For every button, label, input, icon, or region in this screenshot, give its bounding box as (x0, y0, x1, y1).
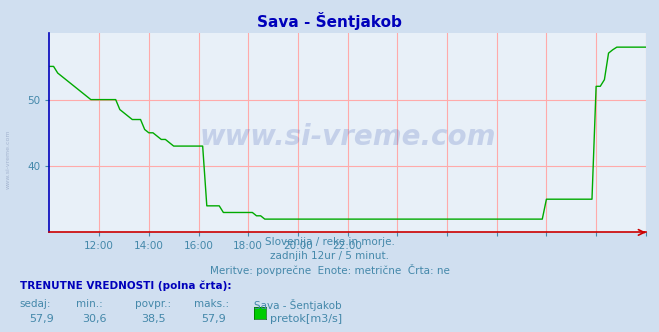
Text: sedaj:: sedaj: (20, 299, 51, 309)
Text: pretok[m3/s]: pretok[m3/s] (270, 314, 342, 324)
Text: min.:: min.: (76, 299, 103, 309)
Text: maks.:: maks.: (194, 299, 229, 309)
Text: Meritve: povprečne  Enote: metrične  Črta: ne: Meritve: povprečne Enote: metrične Črta:… (210, 264, 449, 276)
Text: 38,5: 38,5 (142, 314, 166, 324)
Text: 30,6: 30,6 (82, 314, 107, 324)
Text: 57,9: 57,9 (30, 314, 55, 324)
Text: povpr.:: povpr.: (135, 299, 171, 309)
Text: 57,9: 57,9 (201, 314, 226, 324)
Text: Slovenija / reke in morje.: Slovenija / reke in morje. (264, 237, 395, 247)
Text: www.si-vreme.com: www.si-vreme.com (6, 129, 11, 189)
Text: zadnjih 12ur / 5 minut.: zadnjih 12ur / 5 minut. (270, 251, 389, 261)
Text: TRENUTNE VREDNOSTI (polna črta):: TRENUTNE VREDNOSTI (polna črta): (20, 281, 231, 291)
Text: Sava - Šentjakob: Sava - Šentjakob (254, 299, 341, 311)
Text: www.si-vreme.com: www.si-vreme.com (200, 123, 496, 151)
Text: Sava - Šentjakob: Sava - Šentjakob (257, 12, 402, 30)
